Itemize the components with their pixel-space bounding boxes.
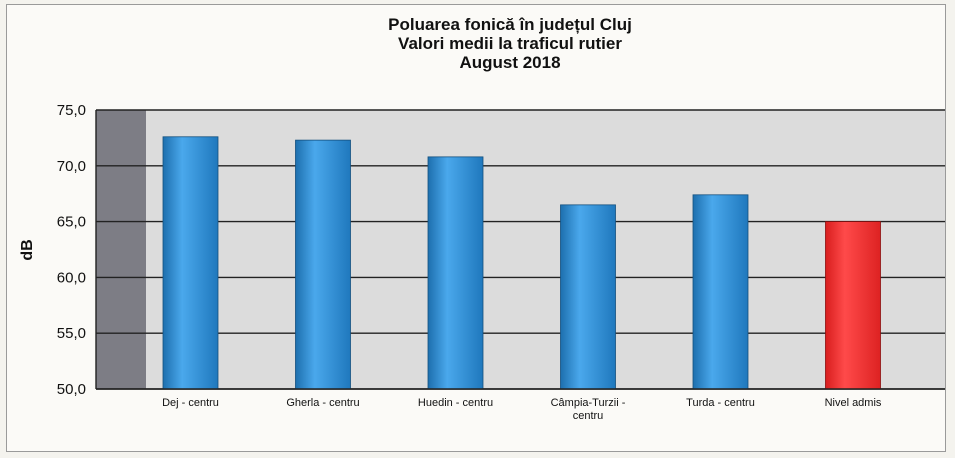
x-tick-label: Nivel admis [825, 397, 882, 409]
x-tick-label-line: Gherla - centru [286, 397, 359, 409]
plot-side-wall [96, 110, 146, 389]
y-tick-label: 70,0 [57, 158, 86, 175]
y-tick-label: 55,0 [57, 325, 86, 342]
y-tick-label: 60,0 [57, 269, 86, 286]
bars [162, 136, 881, 390]
y-tick-label: 75,0 [57, 102, 86, 119]
y-tick-label: 65,0 [57, 214, 86, 231]
bar [825, 221, 881, 390]
bar [560, 204, 616, 390]
y-axis-label: dB [19, 239, 36, 260]
y-tick-label: 50,0 [57, 381, 86, 398]
x-tick-label: Dej - centru [162, 397, 219, 409]
plot-area [96, 110, 945, 389]
x-tick-label-line: Dej - centru [162, 397, 219, 409]
chart-title-line: August 2018 [459, 53, 560, 72]
bar [295, 139, 351, 390]
axes [95, 110, 945, 390]
chart-title-line: Poluarea fonică în județul Cluj [388, 15, 632, 34]
x-tick-label-line: Huedin - centru [418, 397, 493, 409]
bar [427, 156, 484, 390]
bar [162, 136, 219, 390]
x-tick-label-line: Câmpia-Turzii - [551, 397, 626, 409]
x-tick-label: Turda - centru [686, 397, 755, 409]
x-tick-labels: Dej - centru Gherla - centru Huedin - cent… [162, 397, 882, 422]
x-tick-label: Câmpia-Turzii -centru [551, 397, 626, 422]
y-tick-labels: 75,0 70,0 65,0 60,0 55,0 50,0 [57, 102, 86, 398]
x-tick-label: Gherla - centru [286, 397, 359, 409]
bar [692, 194, 749, 390]
x-tick-label: Huedin - centru [418, 397, 493, 409]
chart-title-line: Valori medii la traficul rutier [398, 34, 622, 53]
x-tick-label-line: centru [573, 410, 604, 422]
x-tick-label-line: Turda - centru [686, 397, 755, 409]
x-tick-label-line: Nivel admis [825, 397, 882, 409]
